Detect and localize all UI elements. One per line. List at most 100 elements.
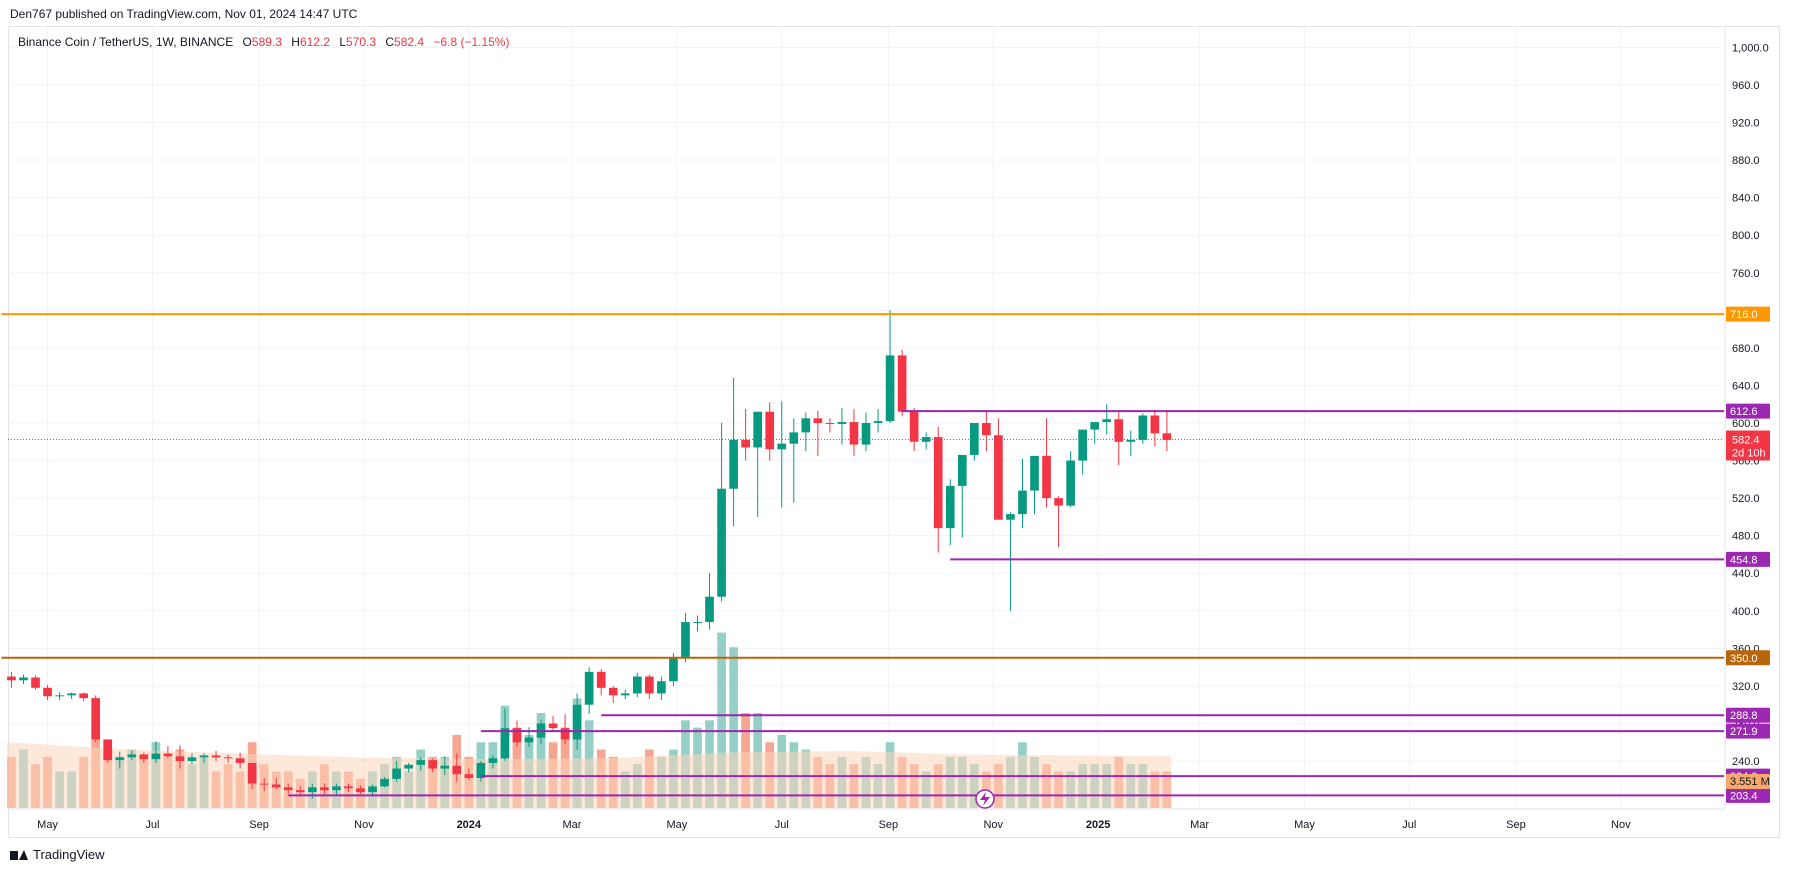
y-tick-label: 880.0: [1732, 155, 1760, 167]
candle-body: [765, 411, 775, 450]
candle: [1114, 411, 1124, 466]
candle-body: [584, 671, 594, 705]
candle-body: [271, 784, 281, 788]
y-tick-label: 840.0: [1732, 193, 1760, 205]
candle-body: [524, 737, 534, 743]
x-tick-label: Nov: [1611, 819, 1631, 831]
level-tag-bg: [1726, 551, 1770, 567]
lightning-icon[interactable]: [975, 789, 995, 809]
candle-body: [1066, 460, 1075, 506]
candle: [163, 746, 173, 759]
candle-body: [404, 764, 413, 769]
level-tag-bg: [1726, 650, 1770, 666]
volume-bar: [729, 647, 738, 808]
x-tick-label: Mar: [1190, 819, 1209, 831]
y-tick-label: 1,000.0: [1732, 42, 1769, 54]
candle-body: [79, 693, 88, 699]
level-tag: 350.0: [1726, 650, 1770, 666]
x-tick-label: Sep: [249, 819, 269, 831]
legend-high-label: H: [291, 35, 300, 49]
candle: [392, 761, 401, 782]
candle: [560, 714, 570, 745]
candle-body: [897, 355, 907, 412]
candle-body: [55, 695, 64, 697]
level-tag-text: 350.0: [1730, 653, 1758, 665]
candle: [1078, 429, 1087, 475]
footer-brand[interactable]: TradingView: [10, 847, 105, 862]
candle-body: [645, 676, 654, 694]
level-tag-bg: [1726, 403, 1770, 419]
candle: [356, 785, 365, 794]
y-tick-label: 600.0: [1732, 418, 1760, 430]
level-tag-bg: [1726, 306, 1770, 322]
candle-body: [705, 596, 714, 623]
candle: [19, 674, 28, 685]
candle: [969, 423, 979, 461]
legend-low-label: L: [339, 35, 346, 49]
candle: [464, 768, 474, 780]
candle: [223, 754, 233, 763]
candle: [596, 669, 606, 696]
level-tag-bg: [1726, 787, 1770, 803]
level-tag: 271.9: [1726, 723, 1770, 739]
candle-body: [19, 677, 28, 681]
x-tick-label: Sep: [1506, 819, 1526, 831]
candle: [67, 692, 76, 700]
candle: [861, 412, 871, 452]
candle: [801, 412, 811, 452]
candle-body: [392, 768, 401, 779]
candle-body: [596, 671, 606, 688]
candle-body: [933, 437, 943, 529]
candle: [705, 573, 714, 630]
candle: [1030, 455, 1039, 515]
last-price-countdown: 2d 10h: [1732, 448, 1766, 460]
x-tick-label: May: [37, 819, 58, 831]
candle: [1138, 413, 1148, 444]
level-tag-text: 203.4: [1730, 790, 1758, 802]
candle-body: [825, 423, 835, 424]
candle: [994, 418, 1003, 520]
candle-body: [488, 758, 498, 763]
candle: [151, 741, 161, 763]
candle-body: [849, 422, 859, 445]
candle-body: [452, 765, 462, 775]
candle: [295, 786, 305, 794]
candle-body: [1150, 415, 1160, 434]
candle-body: [1162, 433, 1172, 440]
y-tick-label: 680.0: [1732, 343, 1760, 355]
x-tick-label: Jul: [1402, 819, 1416, 831]
candle-body: [7, 676, 16, 681]
chart-legend: Binance Coin / TetherUS, 1W, BINANCE O58…: [18, 35, 509, 49]
candle: [127, 750, 137, 761]
candle-body: [259, 783, 269, 785]
candle-body: [669, 657, 678, 682]
candle: [693, 615, 702, 632]
level-layer: [1, 313, 1724, 797]
level-tag: 454.8: [1726, 551, 1770, 567]
candle-body: [909, 411, 919, 442]
chart-frame[interactable]: [8, 26, 1780, 838]
y-tick-label: 760.0: [1732, 268, 1760, 280]
level-tag: 288.8: [1726, 707, 1770, 723]
legend-symbol: Binance Coin / TetherUS, 1W, BINANCE: [18, 35, 234, 49]
candle: [873, 408, 883, 433]
candle: [488, 755, 498, 769]
legend-close: 582.4: [394, 35, 425, 49]
candle: [199, 753, 209, 763]
candle: [476, 761, 486, 782]
candle-body: [681, 622, 690, 658]
candle: [259, 777, 269, 792]
candle: [368, 784, 377, 795]
candle-body: [620, 693, 630, 696]
y-tick-label: 240.0: [1732, 756, 1760, 768]
x-tick-label: Nov: [983, 819, 1003, 831]
candle: [271, 777, 281, 790]
candle-body: [873, 421, 883, 423]
candle-body: [223, 757, 233, 759]
candle: [620, 689, 630, 700]
candle: [897, 349, 907, 417]
candle-body: [741, 439, 750, 448]
candle-body: [139, 754, 149, 760]
candle: [55, 692, 64, 701]
